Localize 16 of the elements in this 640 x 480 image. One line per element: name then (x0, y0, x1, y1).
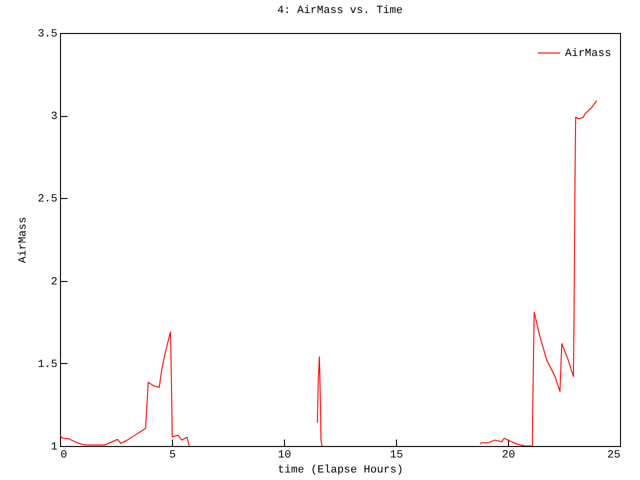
y-tick-label: 2 (50, 276, 58, 288)
x-tick-label: 5 (169, 450, 176, 462)
x-tick-label: 0 (60, 450, 68, 462)
y-tick-label: 1 (50, 442, 58, 454)
x-axis-title: time (Elapse Hours) (278, 464, 404, 476)
y-tick-label: 3 (50, 111, 58, 124)
x-tick-label: 10 (278, 450, 292, 462)
x-tick-label: 15 (390, 450, 404, 462)
y-tick-label: 3.5 (38, 28, 58, 40)
y-tick-label: 2.5 (38, 194, 58, 206)
legend-label: AirMass (565, 48, 612, 60)
y-axis-title: AirMass (18, 216, 30, 264)
x-tick-label: 25 (607, 450, 620, 462)
y-tick-label: 1.5 (38, 358, 58, 371)
x-tick-label: 20 (502, 450, 516, 462)
chart-title: 4: AirMass vs. Time (277, 5, 403, 17)
